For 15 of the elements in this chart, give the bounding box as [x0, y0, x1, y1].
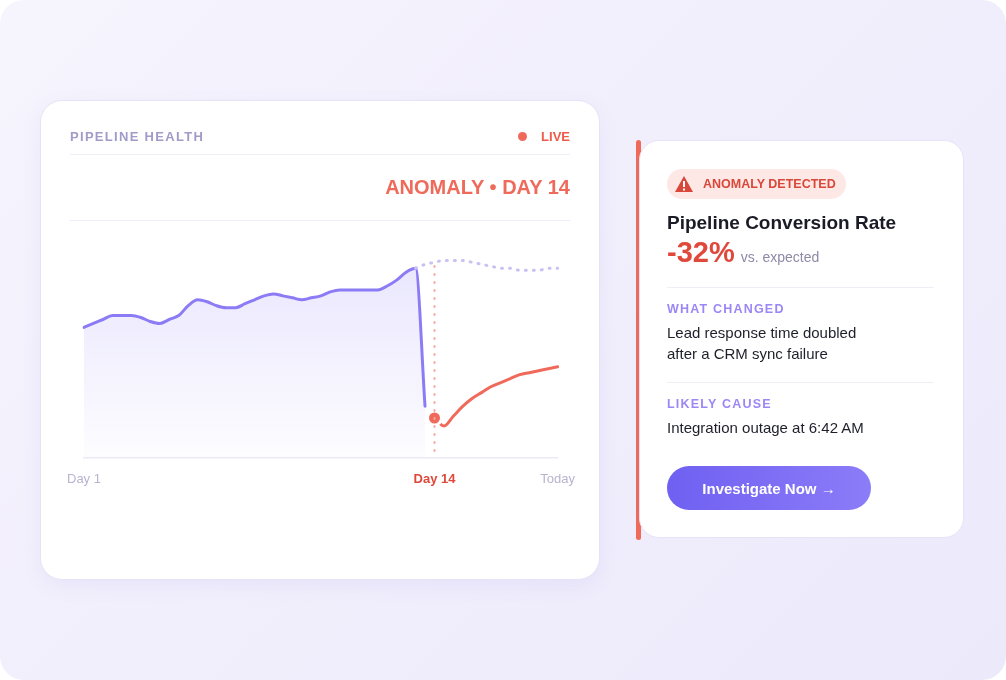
text: vs. expected [740, 249, 820, 265]
x-tick-label: Day 1 [67, 470, 101, 486]
x-tick-label: Day 14 [413, 470, 457, 486]
text: WHAT CHANGED [667, 302, 786, 316]
text: -32% [667, 236, 735, 269]
text: Investigate Now → [667, 466, 871, 510]
text: Pipeline Conversion Rate [667, 212, 898, 234]
x-tick-label: Today [540, 470, 576, 486]
text: Integration outage at 6:42 AM [667, 418, 865, 438]
text: ANOMALY DETECTED [703, 177, 836, 191]
text: Lead response time doubled after a CRM sync failure [667, 323, 858, 364]
chart-title: PIPELINE HEALTH [70, 129, 205, 144]
chart-subtitle: ANOMALY • DAY 14 [385, 176, 570, 199]
text: LIKELY CAUSE [667, 397, 773, 411]
text: LIVE [541, 129, 570, 144]
